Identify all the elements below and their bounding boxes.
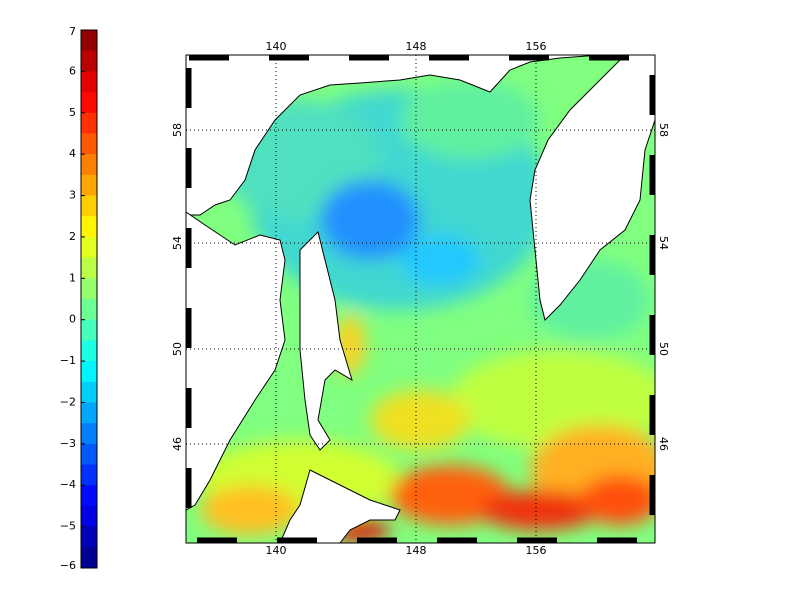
- colorbar-segment: [81, 443, 97, 466]
- lat-label-left: 50: [171, 342, 184, 356]
- lon-label-bottom: 140: [266, 544, 287, 557]
- lat-label-right: 58: [657, 123, 670, 137]
- colorbar-segment: [81, 195, 97, 217]
- colorbar-segment: [81, 361, 97, 383]
- graticule: [186, 55, 655, 543]
- colorbar-segment: [81, 92, 97, 114]
- map-frame: [185, 54, 656, 544]
- colorbar-segment: [81, 154, 97, 176]
- colorbar-segment: [81, 340, 97, 362]
- colorbar: 7 6 5 4 3 2 1 0 −1 −2 −3 −4 −5 −6: [60, 25, 98, 572]
- colorbar-segment: [81, 319, 97, 341]
- colorbar-segment: [81, 547, 97, 569]
- colorbar-segment: [81, 505, 97, 528]
- colorbar-tick-label: −1: [60, 354, 76, 367]
- colorbar-tick-label: 7: [69, 25, 76, 38]
- colorbar-segment: [81, 485, 97, 507]
- map: [186, 55, 655, 543]
- lat-label-left: 58: [171, 123, 184, 137]
- colorbar-tick-label: 3: [69, 189, 76, 202]
- colorbar-segment: [81, 236, 97, 259]
- colorbar-tick-label: −6: [60, 559, 76, 572]
- colorbar-segment: [81, 216, 97, 238]
- colorbar-tick-label: −2: [60, 395, 76, 408]
- colorbar-segment: [81, 133, 97, 155]
- colorbar-segment: [81, 423, 97, 445]
- colorbar-segment: [81, 299, 97, 321]
- colorbar-tick-label: 6: [69, 64, 76, 77]
- colorbar-segment: [81, 174, 97, 197]
- colorbar-tick-label: 2: [69, 230, 76, 243]
- land: [186, 55, 655, 543]
- anomaly-field: [200, 80, 655, 542]
- colorbar-segment: [81, 112, 97, 134]
- lat-label-right: 54: [657, 236, 670, 250]
- lon-label-bottom: 148: [406, 544, 427, 557]
- colorbar-segment: [81, 278, 97, 300]
- colorbar-tick-label: 1: [69, 271, 76, 284]
- colorbar-tick-label: 0: [69, 313, 76, 326]
- colorbar-segment: [81, 257, 97, 279]
- colorbar-segment: [81, 71, 97, 93]
- colorbar-tick-label: −5: [60, 520, 76, 533]
- colorbar-segment: [81, 30, 97, 52]
- colorbar-segment: [81, 464, 97, 486]
- colorbar-segment: [81, 381, 97, 403]
- colorbar-tick-label: 5: [69, 106, 76, 119]
- colorbar-segment: [81, 402, 97, 424]
- colorbar-frame: [80, 29, 98, 569]
- colorbar-tick-label: 4: [69, 147, 76, 160]
- map-labels: 140 140 148 148 156 156 58 58 54 54 50 50 46 46: [171, 40, 670, 557]
- lon-label-top: 140: [266, 40, 287, 53]
- lat-label-left: 54: [171, 236, 184, 250]
- lon-label-top: 148: [406, 40, 427, 53]
- lon-label-bottom: 156: [526, 544, 547, 557]
- lon-label-top: 156: [526, 40, 547, 53]
- lat-label-right: 46: [657, 437, 670, 451]
- lat-label-right: 50: [657, 342, 670, 356]
- colorbar-segment: [81, 526, 97, 548]
- colorbar-tick-label: −3: [60, 437, 76, 450]
- colorbar-segment: [81, 50, 97, 72]
- colorbar-tick-label: −4: [60, 478, 76, 491]
- lat-label-left: 46: [171, 437, 184, 451]
